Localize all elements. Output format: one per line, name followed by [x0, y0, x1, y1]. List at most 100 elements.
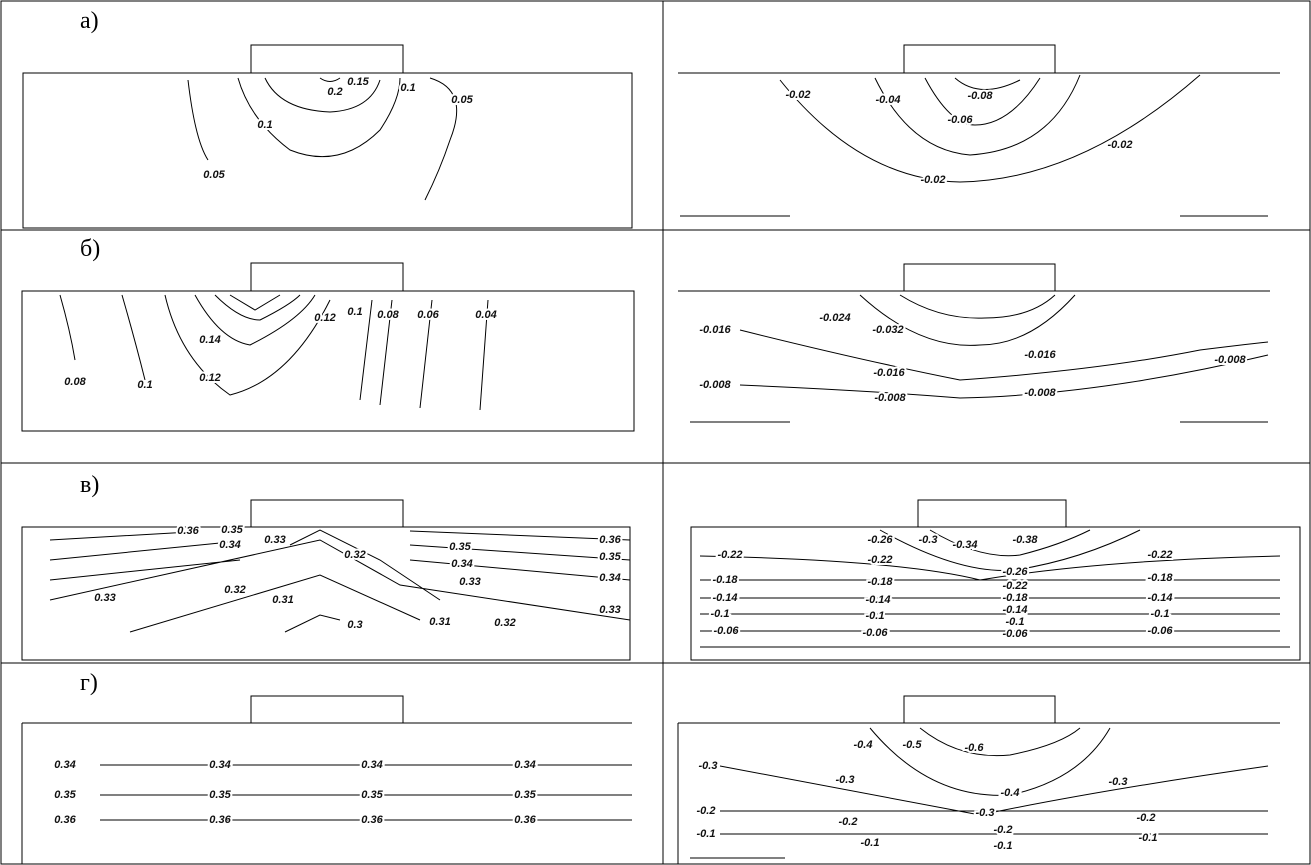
contour-label: -0.22 [1002, 580, 1027, 592]
contour-label: 0.34 [219, 539, 240, 551]
contour-label: 0.34 [599, 572, 620, 584]
contour-label: -0.016 [1024, 349, 1056, 361]
contour-label: -0.3 [836, 774, 855, 786]
contour-label: 0.34 [209, 759, 230, 771]
contour-label: 0.2 [327, 86, 342, 98]
contour-label: -0.14 [1002, 604, 1027, 616]
contour-label: -0.04 [875, 94, 900, 106]
contour-label: 0.35 [449, 541, 471, 553]
contour-label: 0.05 [451, 94, 473, 106]
contour-label: -0.22 [1147, 549, 1172, 561]
contour-label: -0.6 [965, 742, 985, 754]
contour-label: 0.34 [54, 759, 75, 771]
contour-label: -0.008 [874, 392, 906, 404]
contour-label: -0.4 [854, 739, 873, 751]
contour-label: 0.32 [224, 584, 245, 596]
contour-label: -0.1 [994, 840, 1013, 852]
contour-label: -0.2 [839, 816, 858, 828]
panel-label: в) [80, 472, 99, 498]
contour-label: -0.22 [867, 554, 892, 566]
contour-label: 0.32 [494, 617, 515, 629]
contour-label: -0.4 [1001, 787, 1020, 799]
contour-label: -0.2 [994, 824, 1013, 836]
contour-label: -0.14 [1147, 592, 1172, 604]
contour-label: -0.02 [785, 89, 810, 101]
contour-label: -0.06 [1002, 628, 1028, 640]
contour-label: -0.14 [712, 592, 737, 604]
contour-label: 0.35 [209, 789, 231, 801]
contour-label: -0.18 [867, 576, 893, 588]
contour-label: 0.36 [514, 814, 536, 826]
contour-label: 0.36 [361, 814, 383, 826]
contour-label: 0.1 [347, 306, 362, 318]
contour-label: -0.032 [872, 324, 903, 336]
contour-label: -0.34 [952, 539, 977, 551]
contour-label: -0.1 [1139, 832, 1158, 844]
contour-label: -0.024 [819, 312, 850, 324]
contour-label: 0.35 [361, 789, 383, 801]
contour-label: 0.06 [417, 309, 439, 321]
contour-label: -0.1 [1151, 608, 1170, 620]
contour-label: 0.05 [203, 169, 225, 181]
contour-label: -0.5 [903, 739, 923, 751]
contour-label: 0.3 [347, 619, 362, 631]
contour-label: -0.26 [867, 534, 893, 546]
contour-label: 0.33 [264, 534, 285, 546]
contour-label: 0.35 [514, 789, 536, 801]
contour-label: -0.38 [1012, 534, 1038, 546]
contour-label: 0.04 [475, 309, 496, 321]
contour-label: -0.2 [1137, 812, 1156, 824]
contour-label: 0.36 [54, 814, 76, 826]
contour-label: 0.31 [272, 594, 293, 606]
contour-label: 0.33 [459, 576, 480, 588]
contour-label: 0.1 [137, 379, 152, 391]
contour-label: 0.1 [257, 119, 272, 131]
contour-label: 0.36 [209, 814, 231, 826]
contour-label: -0.3 [919, 534, 938, 546]
contour-label: -0.06 [713, 625, 739, 637]
contour-label: -0.02 [1107, 139, 1132, 151]
contour-label: -0.1 [861, 837, 880, 849]
contour-label: 0.36 [599, 534, 621, 546]
contour-label: -0.06 [862, 627, 888, 639]
contour-labels: а) 0.2 0.15 0.1 0.05 0.1 0.05 -0.02 -0.04 -0.08 -0… [52, 8, 1248, 854]
panel-label: а) [80, 8, 99, 34]
contour-label: 0.33 [94, 592, 115, 604]
contour-label: -0.3 [976, 807, 995, 819]
contour-label: -0.06 [947, 114, 973, 126]
contour-label: 0.34 [514, 759, 535, 771]
contour-label: -0.26 [1002, 566, 1028, 578]
contour-label: 0.08 [64, 376, 86, 388]
contour-label: 0.35 [54, 789, 76, 801]
contour-label: -0.3 [699, 760, 718, 772]
contour-label: 0.32 [344, 549, 365, 561]
contour-label: 0.34 [451, 558, 472, 570]
contour-label: -0.06 [1147, 625, 1173, 637]
contour-label: 0.15 [347, 76, 369, 88]
contour-label: 0.08 [377, 309, 399, 321]
contour-label: 0.14 [199, 334, 220, 346]
contour-label: -0.1 [1006, 616, 1025, 628]
contour-label: -0.3 [1109, 776, 1128, 788]
contour-label: -0.2 [697, 805, 716, 817]
contour-label: 0.34 [361, 759, 382, 771]
contour-label: 0.31 [429, 616, 450, 628]
contour-label: 0.12 [199, 372, 220, 384]
contour-label: -0.008 [1024, 387, 1056, 399]
contour-label: -0.02 [920, 174, 945, 186]
contour-label: -0.016 [873, 367, 905, 379]
panel-label: б) [80, 236, 100, 262]
contour-label: 0.33 [599, 604, 620, 616]
contour-label: -0.18 [712, 574, 738, 586]
contour-label: -0.1 [866, 610, 885, 622]
contour-label: -0.1 [711, 608, 730, 620]
panel-label: г) [80, 670, 98, 696]
contour-label: -0.08 [967, 90, 993, 102]
contour-label: -0.22 [717, 549, 742, 561]
contour-label: 0.35 [599, 551, 621, 563]
contour-label: -0.008 [1214, 354, 1246, 366]
contour-label: 0.12 [314, 312, 335, 324]
contour-label: -0.18 [1002, 592, 1028, 604]
